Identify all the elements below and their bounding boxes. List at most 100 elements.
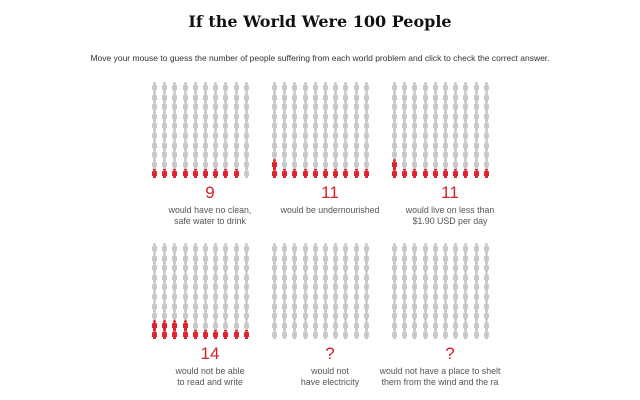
person-icon[interactable]: [312, 300, 319, 311]
person-icon[interactable]: [442, 319, 449, 330]
person-icon[interactable]: [411, 281, 418, 292]
person-icon[interactable]: [432, 243, 439, 253]
person-icon[interactable]: [411, 329, 418, 340]
person-icon[interactable]: [302, 158, 309, 169]
person-icon[interactable]: [363, 101, 370, 112]
person-icon[interactable]: [342, 82, 349, 92]
person-icon[interactable]: [192, 130, 199, 140]
person-icon[interactable]: [483, 139, 490, 150]
person-icon[interactable]: [452, 110, 459, 121]
person-icon[interactable]: [212, 271, 219, 282]
person-icon[interactable]: [322, 158, 329, 169]
person-icon[interactable]: [161, 329, 168, 340]
person-icon[interactable]: [302, 319, 309, 330]
people-grid[interactable]: [271, 243, 391, 343]
person-icon[interactable]: [353, 300, 360, 311]
person-icon[interactable]: [473, 158, 480, 169]
person-icon[interactable]: [202, 291, 209, 301]
person-icon[interactable]: [243, 300, 250, 311]
person-icon[interactable]: [483, 110, 490, 121]
person-icon[interactable]: [222, 300, 229, 311]
person-icon[interactable]: [171, 252, 178, 263]
person-icon[interactable]: [312, 158, 319, 169]
person-icon[interactable]: [391, 319, 398, 330]
person-icon[interactable]: [202, 101, 209, 112]
person-icon[interactable]: [363, 168, 370, 179]
person-icon[interactable]: [322, 149, 329, 160]
person-icon[interactable]: [322, 243, 329, 253]
person-icon[interactable]: [151, 243, 158, 253]
person-icon[interactable]: [353, 158, 360, 169]
person-icon[interactable]: [243, 149, 250, 160]
person-icon[interactable]: [342, 168, 349, 179]
person-icon[interactable]: [411, 310, 418, 321]
person-icon[interactable]: [442, 262, 449, 273]
person-icon[interactable]: [452, 281, 459, 292]
person-icon[interactable]: [411, 130, 418, 140]
person-icon[interactable]: [171, 149, 178, 160]
person-icon[interactable]: [291, 281, 298, 292]
person-icon[interactable]: [332, 168, 339, 179]
person-icon[interactable]: [473, 91, 480, 102]
person-icon[interactable]: [312, 271, 319, 282]
person-icon[interactable]: [151, 291, 158, 301]
person-icon[interactable]: [192, 300, 199, 311]
person-icon[interactable]: [243, 252, 250, 263]
person-icon[interactable]: [151, 130, 158, 140]
person-icon[interactable]: [452, 168, 459, 179]
person-icon[interactable]: [422, 243, 429, 253]
person-icon[interactable]: [483, 158, 490, 169]
person-icon[interactable]: [442, 82, 449, 92]
person-icon[interactable]: [291, 158, 298, 169]
person-icon[interactable]: [442, 91, 449, 102]
person-icon[interactable]: [353, 168, 360, 179]
person-icon[interactable]: [422, 310, 429, 321]
person-icon[interactable]: [312, 130, 319, 140]
person-icon[interactable]: [312, 110, 319, 121]
person-icon[interactable]: [302, 329, 309, 340]
person-icon[interactable]: [363, 82, 370, 92]
person-icon[interactable]: [363, 243, 370, 253]
person-icon[interactable]: [243, 101, 250, 112]
person-icon[interactable]: [291, 130, 298, 140]
person-icon[interactable]: [302, 252, 309, 263]
person-icon[interactable]: [243, 82, 250, 92]
person-icon[interactable]: [271, 262, 278, 273]
person-icon[interactable]: [391, 158, 398, 169]
person-icon[interactable]: [391, 82, 398, 92]
person-icon[interactable]: [473, 310, 480, 321]
person-icon[interactable]: [353, 130, 360, 140]
person-icon[interactable]: [483, 319, 490, 330]
person-icon[interactable]: [462, 91, 469, 102]
person-icon[interactable]: [202, 82, 209, 92]
person-icon[interactable]: [171, 319, 178, 330]
person-icon[interactable]: [182, 139, 189, 150]
person-icon[interactable]: [411, 139, 418, 150]
person-icon[interactable]: [401, 120, 408, 131]
person-icon[interactable]: [243, 168, 250, 179]
person-icon[interactable]: [312, 319, 319, 330]
person-icon[interactable]: [452, 310, 459, 321]
person-icon[interactable]: [271, 158, 278, 169]
person-icon[interactable]: [363, 300, 370, 311]
person-icon[interactable]: [271, 149, 278, 160]
person-icon[interactable]: [212, 139, 219, 150]
person-icon[interactable]: [432, 168, 439, 179]
person-icon[interactable]: [243, 139, 250, 150]
person-icon[interactable]: [192, 149, 199, 160]
person-icon[interactable]: [271, 319, 278, 330]
person-icon[interactable]: [483, 329, 490, 340]
person-icon[interactable]: [202, 281, 209, 292]
person-icon[interactable]: [332, 281, 339, 292]
person-icon[interactable]: [432, 158, 439, 169]
person-icon[interactable]: [192, 158, 199, 169]
person-icon[interactable]: [422, 300, 429, 311]
person-icon[interactable]: [422, 149, 429, 160]
person-icon[interactable]: [363, 139, 370, 150]
person-icon[interactable]: [222, 158, 229, 169]
person-icon[interactable]: [342, 139, 349, 150]
person-icon[interactable]: [322, 329, 329, 340]
person-icon[interactable]: [171, 82, 178, 92]
person-icon[interactable]: [411, 271, 418, 282]
person-icon[interactable]: [233, 130, 240, 140]
